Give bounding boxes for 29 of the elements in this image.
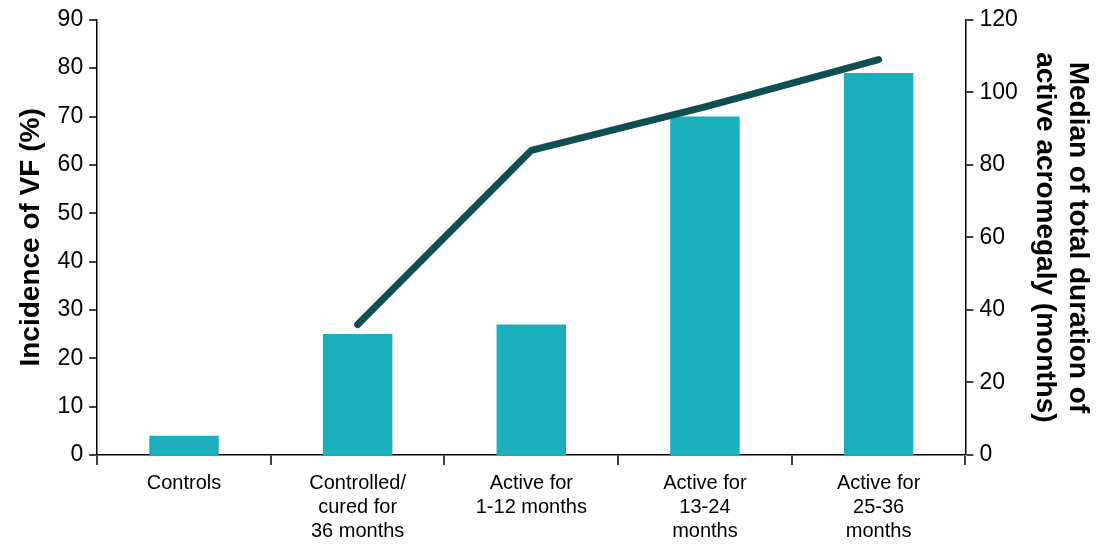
y-tick-label: 90 [57, 5, 84, 32]
y2-tick-label: 120 [979, 5, 1018, 32]
x-tick-label: Controlled/ cured for 36 months [309, 470, 407, 541]
x-tick-label: Active for 13-24 months [663, 470, 747, 541]
y-tick-label: 70 [57, 101, 84, 128]
bar [843, 72, 914, 455]
y-tick-label: 40 [57, 246, 84, 273]
y2-axis-title: Median of total duration of active acromegaly (months) [1030, 52, 1096, 423]
y-tick-label: 50 [57, 198, 84, 225]
y-tick-label: 60 [57, 150, 84, 177]
y-tick-label: 30 [57, 295, 84, 322]
y-axis-title: Incidence of VF (%) [13, 108, 45, 367]
bar [149, 435, 219, 455]
y2-tick-label: 60 [979, 222, 1006, 249]
x-tick-label: Active for 1-12 months [475, 470, 587, 517]
y-tick-label: 10 [57, 391, 84, 418]
y-tick-label: 0 [70, 440, 84, 467]
y2-tick-label: 100 [979, 77, 1018, 104]
y-tick-label: 80 [57, 53, 84, 80]
y2-tick-label: 80 [979, 150, 1006, 177]
y2-tick-label: 0 [979, 440, 993, 467]
bar [322, 334, 393, 455]
bar [670, 116, 740, 455]
y-tick-label: 20 [57, 343, 84, 370]
x-tick-label: Active for 25-36 months [836, 470, 921, 541]
y2-tick-label: 20 [979, 367, 1006, 394]
y2-tick-label: 40 [979, 295, 1006, 322]
bar [496, 324, 567, 455]
x-tick-label: Controls [146, 470, 222, 493]
